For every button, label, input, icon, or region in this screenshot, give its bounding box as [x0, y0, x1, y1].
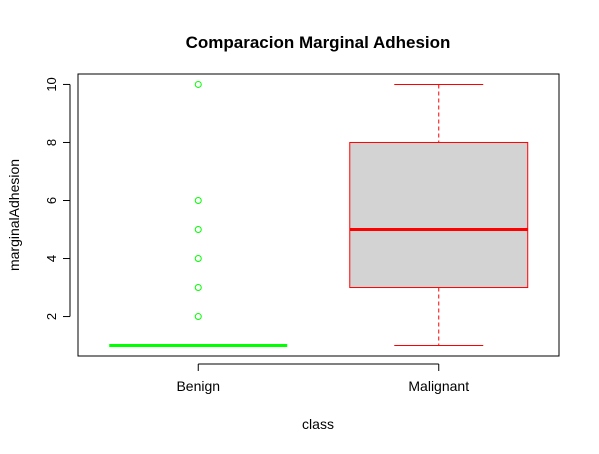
chart-title: Comparacion Marginal Adhesion — [186, 33, 451, 52]
outlier-point — [194, 313, 202, 321]
box-benign — [109, 80, 288, 348]
outlier-point — [194, 196, 202, 204]
iqr-box — [349, 141, 529, 289]
box-malignant — [349, 83, 529, 347]
x-axis: Benign Malignant — [176, 363, 469, 394]
y-tick-label: 8 — [44, 139, 59, 146]
y-tick-label: 4 — [44, 255, 59, 262]
outlier-point — [194, 284, 202, 292]
y-tick-label: 6 — [44, 197, 59, 204]
y-axis-label: marginalAdhesion — [6, 159, 22, 271]
outlier-point — [194, 226, 202, 234]
boxes — [109, 80, 529, 348]
y-tick-label: 2 — [44, 313, 59, 320]
x-axis-label: class — [302, 416, 334, 432]
x-tick-label: Benign — [176, 378, 220, 394]
outlier-point — [194, 255, 202, 263]
outlier-point — [194, 80, 202, 88]
x-tick-label: Malignant — [408, 378, 469, 394]
y-axis: 2 4 6 8 10 — [44, 77, 71, 320]
y-tick-label: 10 — [44, 77, 59, 91]
plot-frame — [77, 73, 560, 357]
